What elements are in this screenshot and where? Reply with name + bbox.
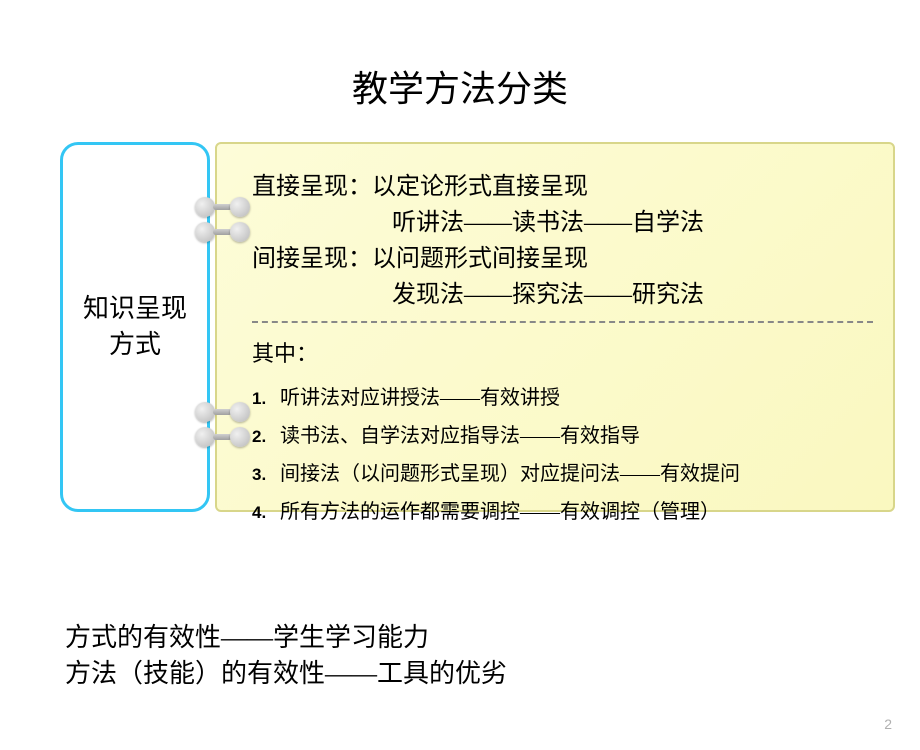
list-number: 2. — [252, 421, 270, 453]
left-label-line1: 知识呈现 — [83, 294, 187, 323]
upper-section: 直接呈现：以定论形式直接呈现 听讲法——读书法——自学法 间接呈现：以问题形式间… — [252, 169, 873, 313]
bottom-line1: 方式的有效性——学生学习能力 — [65, 620, 507, 656]
binder-ring-icon — [195, 222, 250, 242]
indirect-present-line: 间接呈现：以问题形式间接呈现 — [252, 241, 873, 277]
list-item: 2. 读书法、自学法对应指导法——有效指导 — [252, 417, 873, 455]
bottom-line2: 方法（技能）的有效性——工具的优劣 — [65, 656, 507, 692]
list-number: 1. — [252, 383, 270, 415]
list-item: 4. 所有方法的运作都需要调控——有效调控（管理） — [252, 493, 873, 531]
slide-title: 教学方法分类 — [0, 60, 920, 112]
list-item: 1. 听讲法对应讲授法——有效讲授 — [252, 379, 873, 417]
binder-ring-icon — [195, 427, 250, 447]
binder-ring-icon — [195, 197, 250, 217]
indirect-methods-line: 发现法——探究法——研究法 — [252, 277, 873, 313]
left-label-line2: 方式 — [109, 330, 161, 359]
direct-methods-line: 听讲法——读书法——自学法 — [252, 205, 873, 241]
direct-present-line: 直接呈现：以定论形式直接呈现 — [252, 169, 873, 205]
lower-heading: 其中： — [252, 333, 873, 375]
list-number: 3. — [252, 459, 270, 491]
lower-section: 其中： 1. 听讲法对应讲授法——有效讲授 2. 读书法、自学法对应指导法——有… — [252, 333, 873, 531]
list-text: 间接法（以问题形式呈现）对应提问法——有效提问 — [280, 455, 740, 493]
left-category-label: 知识呈现 方式 — [83, 291, 187, 364]
list-number: 4. — [252, 497, 270, 529]
content-note-box: 直接呈现：以定论形式直接呈现 听讲法——读书法——自学法 间接呈现：以问题形式间… — [215, 142, 895, 512]
bottom-summary: 方式的有效性——学生学习能力 方法（技能）的有效性——工具的优劣 — [65, 620, 507, 693]
list-item: 3. 间接法（以问题形式呈现）对应提问法——有效提问 — [252, 455, 873, 493]
list-text: 听讲法对应讲授法——有效讲授 — [280, 379, 560, 417]
left-category-box: 知识呈现 方式 — [60, 142, 210, 512]
binder-ring-icon — [195, 402, 250, 422]
list-text: 读书法、自学法对应指导法——有效指导 — [280, 417, 640, 455]
page-number: 2 — [884, 716, 892, 732]
list-text: 所有方法的运作都需要调控——有效调控（管理） — [280, 493, 720, 531]
dashed-divider — [252, 321, 873, 323]
